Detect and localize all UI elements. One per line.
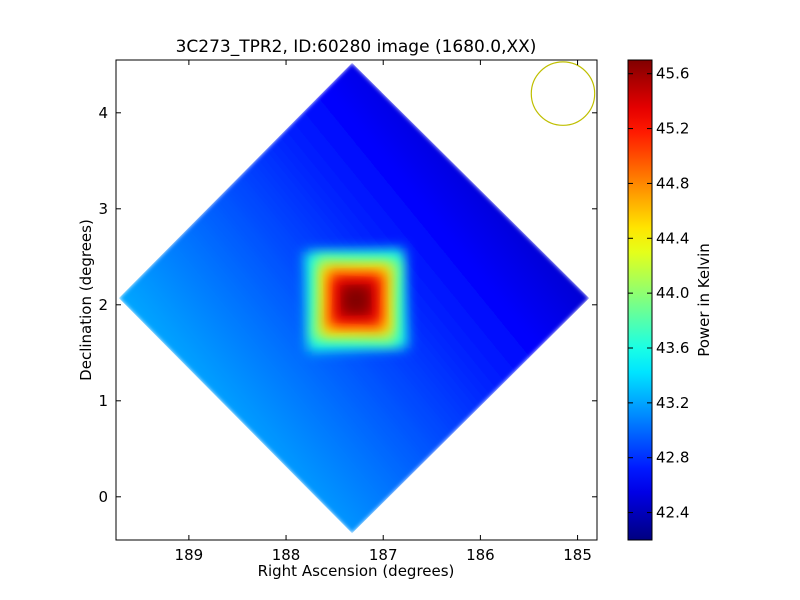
colorbar-label: Power in Kelvin: [695, 243, 713, 357]
y-tick-label: 0: [98, 488, 108, 506]
colorbar-tick-label: 43.2: [656, 394, 689, 412]
colorbar-scale: [627, 59, 653, 541]
plot-frame: [115, 59, 598, 541]
y-tick-label: 3: [98, 200, 108, 218]
x-axis-label: Right Ascension (degrees): [258, 562, 455, 580]
y-axis: 0 1 2 3 4: [98, 104, 597, 506]
y-axis-label: Declination (degrees): [77, 219, 95, 381]
colorbar-ticks: 42.4 42.8 43.2 43.6 44.0 44.4 44.8 45.2 45.6: [628, 65, 689, 522]
source-peak: [304, 248, 408, 352]
colorbar-tick-label: 44.8: [656, 174, 689, 192]
x-tick-label: 187: [369, 546, 398, 564]
colorbar-tick-label: 44.0: [656, 284, 689, 302]
plot-area: 189 188 187 186 185 0 1 2 3 4: [98, 59, 598, 564]
x-tick-label: 185: [563, 546, 592, 564]
colorbar-tick-label: 43.6: [656, 339, 689, 357]
beam-circle: [530, 61, 596, 126]
x-tick-label: 188: [272, 546, 301, 564]
x-tick-label: 189: [175, 546, 204, 564]
peak-contour: [344, 288, 368, 312]
y-tick-label: 4: [98, 104, 108, 122]
intensity-map: [118, 62, 590, 534]
colorbar-tick-label: 42.8: [656, 449, 689, 467]
colorbar-tick-label: 45.6: [656, 65, 689, 83]
colorbar-tick-label: 44.4: [656, 229, 689, 247]
colorbar: 42.4 42.8 43.2 43.6 44.0 44.4 44.8 45.2 45.6: [627, 59, 689, 541]
y-tick-label: 1: [98, 392, 108, 410]
chart-title: 3C273_TPR2, ID:60280 image (1680.0,XX): [176, 37, 537, 57]
colorbar-tick-label: 42.4: [656, 504, 689, 522]
x-tick-label: 186: [466, 546, 495, 564]
y-tick-label: 2: [98, 296, 108, 314]
x-axis: 189 188 187 186 185: [175, 60, 592, 564]
colorbar-tick-label: 45.2: [656, 120, 689, 138]
